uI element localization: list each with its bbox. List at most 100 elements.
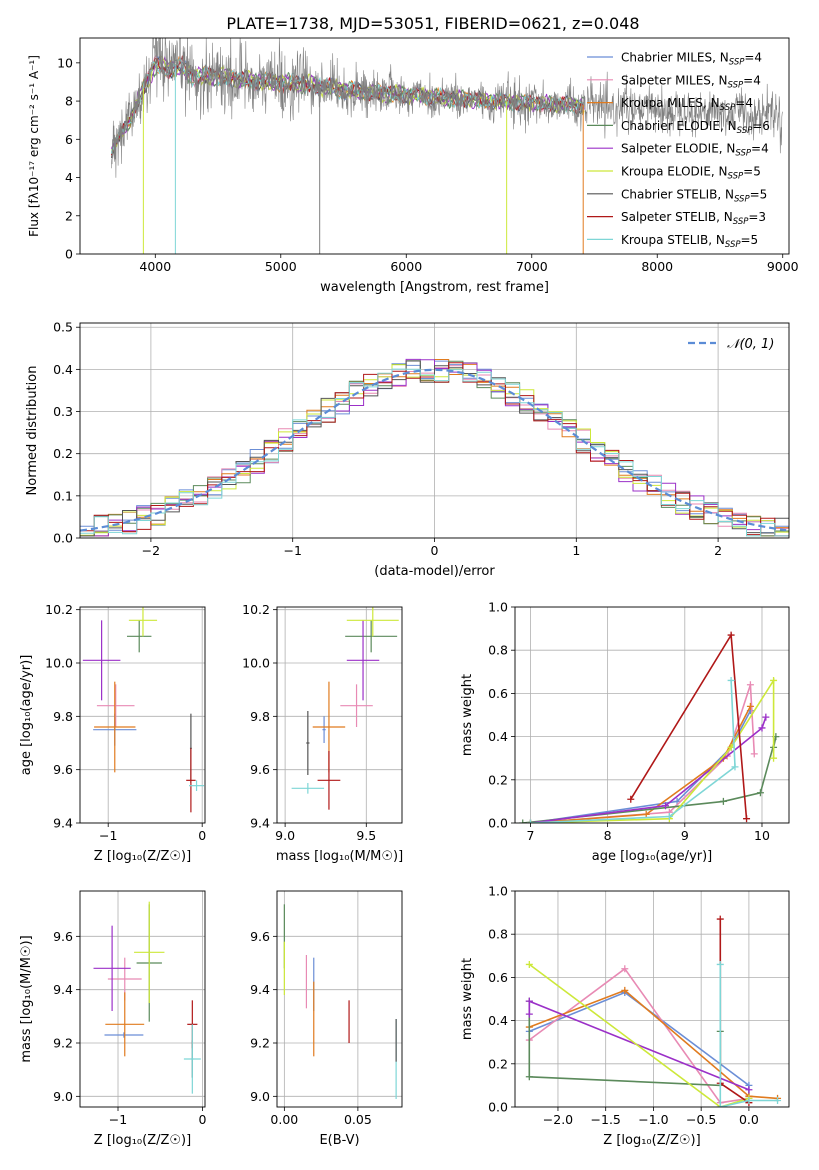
x-tick-label: −2.0	[543, 1112, 573, 1127]
x-axis-label: E(B-V)	[319, 1133, 359, 1148]
x-tick-label: −0.5	[686, 1112, 716, 1127]
x-tick-label: 0	[431, 543, 439, 558]
y-tick-label: 0.0	[53, 531, 73, 546]
legend-sub: SSP	[737, 126, 753, 136]
x-tick-label: 0.0	[739, 1112, 759, 1127]
y-tick-label: 0.5	[53, 320, 73, 335]
legend-sub: SSP	[735, 149, 751, 159]
legend-sub: SSP	[734, 194, 750, 204]
weight-marker	[743, 815, 751, 823]
legend-label: Kroupa STELIB, NSSP=5	[621, 233, 758, 250]
y-tick-label: 8	[65, 94, 73, 109]
weight-marker	[745, 1086, 753, 1094]
y-tick-label: 0.2	[53, 446, 73, 461]
x-tick-label: 9.0	[275, 828, 295, 843]
x-tick-label: −1.5	[591, 1112, 621, 1127]
panel-weight_vs_Z: −2.0 −1.5 −1.0 −0.5 0.0 0.0 0.2 0.4 0.6 0.8 1.0 Z […	[460, 884, 790, 1148]
x-axis-label: Z [log₁₀(Z/Z☉)]	[94, 849, 191, 864]
plot-area-residuals	[80, 323, 789, 538]
panel-mass_vs_Z: −1 0 9.0 9.2 9.4 9.6 Z [log₁₀(Z/Z☉)] mass [log₁…	[19, 890, 206, 1148]
legend-label: Salpeter ELODIE, NSSP=4	[621, 142, 769, 159]
x-tick-label: 10	[754, 828, 770, 843]
y-tick-label: 9.6	[250, 762, 270, 777]
plot-area-weight_vs_age	[515, 607, 789, 823]
y-tick-label: 1.0	[488, 884, 508, 899]
legend-suffix: =5	[743, 165, 761, 179]
weight-marker	[519, 819, 527, 823]
axes-frame	[276, 606, 403, 824]
panel-mass_vs_ebv: 0.00 0.05 9.0 9.2 9.4 9.6 E(B-V)	[250, 890, 403, 1148]
legend-label: Chabrier ELODIE, NSSP=6	[621, 119, 770, 136]
y-tick-label: 9.4	[53, 816, 73, 831]
y-tick-label: 9.8	[53, 709, 73, 724]
x-tick-label: 2	[714, 543, 722, 558]
axes-frame	[514, 890, 790, 1108]
legend-label: Kroupa ELODIE, NSSP=5	[621, 165, 761, 182]
x-axis-label: (data-model)/error	[374, 564, 495, 579]
legend-name: Chabrier ELODIE, N	[621, 119, 737, 133]
legend-suffix: =3	[748, 210, 766, 224]
weight-marker	[762, 713, 770, 721]
legend-label: Chabrier MILES, NSSP=4	[621, 51, 762, 68]
legend-suffix: =6	[752, 119, 770, 133]
legend-name: Kroupa STELIB, N	[621, 233, 725, 247]
x-tick-label: 0	[198, 828, 206, 843]
weight-marker	[770, 754, 778, 762]
panel-residuals: −2 −1 0 1 2 0.0 0.1 0.2 0.3 0.4 0.5 (data-model)/er…	[25, 320, 790, 579]
x-tick-label: 5000	[265, 259, 297, 274]
weight-marker	[756, 789, 764, 797]
legend-sub: SSP	[729, 58, 745, 68]
y-tick-label: 0.1	[53, 488, 73, 503]
panel-spectrum: 4000 5000 6000 7000 8000 9000 0 2 4 6 8 10 wavelengt…	[27, 37, 799, 295]
residual-histogram	[80, 368, 789, 537]
y-axis-label: mass weight	[460, 958, 475, 1040]
plot-area-weight_vs_Z	[515, 891, 789, 1107]
x-tick-label: 8	[604, 828, 612, 843]
weight-marker	[627, 795, 635, 803]
weight-marker	[770, 676, 778, 684]
y-tick-label: 10	[57, 55, 73, 70]
legend-sub: SSP	[728, 80, 744, 90]
axes-frame	[79, 37, 790, 255]
weight-line	[530, 680, 736, 823]
y-tick-label: 0.8	[488, 643, 508, 658]
weight-marker	[525, 997, 533, 1005]
y-tick-label: 0.3	[53, 404, 73, 419]
axes-frame	[79, 606, 206, 824]
y-tick-label: 0.8	[488, 927, 508, 942]
y-axis-label: mass weight	[460, 674, 475, 756]
y-tick-label: 0.4	[53, 362, 73, 377]
x-axis-label: Z [log₁₀(Z/Z☉)]	[94, 1133, 191, 1148]
legend-sub: SSP	[725, 240, 741, 250]
x-axis-label: wavelength [Angstrom, rest frame]	[320, 280, 549, 295]
x-tick-label: −1	[109, 1112, 127, 1127]
weight-marker	[525, 960, 533, 968]
figure-title: PLATE=1738, MJD=53051, FIBERID=0621, z=0…	[226, 14, 639, 33]
x-tick-label: −1	[99, 828, 117, 843]
y-tick-label: 10.0	[45, 656, 73, 671]
x-tick-label: 0.00	[270, 1112, 298, 1127]
legend-suffix: =4	[735, 96, 753, 110]
y-tick-label: 9.8	[250, 709, 270, 724]
weight-marker	[665, 813, 673, 821]
x-tick-label: 6000	[390, 259, 422, 274]
legend-name: Kroupa ELODIE, N	[621, 165, 728, 179]
y-tick-label: 9.0	[53, 1089, 73, 1104]
x-axis-label: mass [log₁₀(M/M☉)]	[276, 849, 403, 864]
y-tick-label: 0.6	[488, 686, 508, 701]
y-tick-label: 9.2	[53, 1036, 73, 1051]
weight-marker	[621, 986, 629, 994]
y-tick-label: 9.4	[250, 816, 270, 831]
y-tick-label: 9.2	[250, 1036, 270, 1051]
plot-area-mass_vs_ebv	[277, 891, 402, 1107]
legend-suffix: =4	[744, 51, 762, 65]
weight-line	[719, 964, 778, 1107]
panel-weight_vs_age: 7 8 9 10 0.0 0.2 0.4 0.6 0.8 1.0 age [log₁₀(age/yr…	[460, 600, 790, 864]
x-tick-label: 8000	[641, 259, 673, 274]
x-tick-label: 4000	[139, 259, 171, 274]
weight-marker	[731, 763, 739, 771]
plot-area-spectrum	[110, 38, 783, 254]
y-tick-label: 9.6	[53, 929, 73, 944]
